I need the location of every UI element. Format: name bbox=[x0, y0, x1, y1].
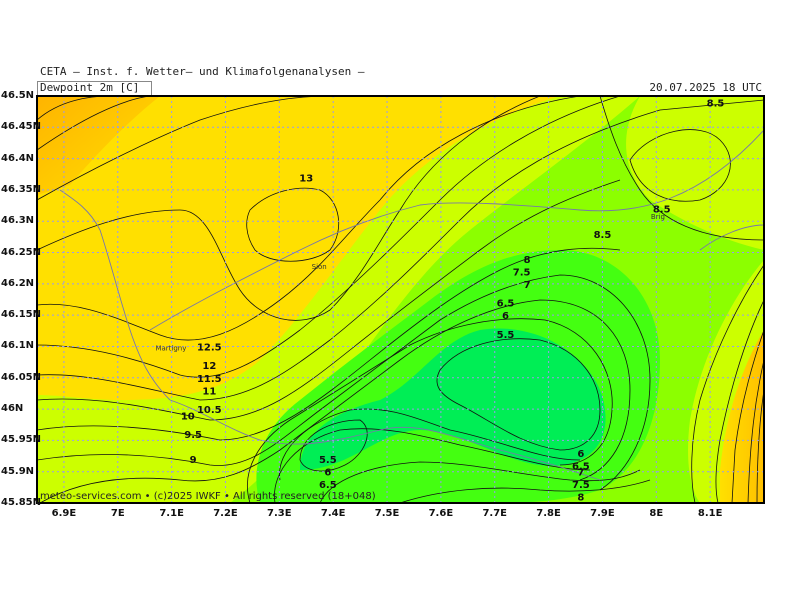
contour-label: 9.5 bbox=[184, 430, 202, 441]
yellow-region bbox=[37, 96, 560, 400]
lon-tick-label: 7.1E bbox=[159, 508, 184, 519]
contour-label: 7.5 bbox=[513, 267, 531, 278]
contour-label: 6 bbox=[324, 468, 331, 479]
contour-lines bbox=[37, 96, 764, 503]
lat-tick-label: 46.2N bbox=[1, 277, 35, 289]
contour-label: 8 bbox=[524, 255, 531, 266]
contour-label: 10.5 bbox=[197, 405, 222, 416]
lat-tick-label: 46.3N bbox=[1, 215, 35, 227]
contour-label: 7 bbox=[577, 468, 584, 479]
lon-tick-label: 7.4E bbox=[320, 508, 346, 519]
grid-lines bbox=[37, 96, 764, 503]
lon-tick-label: 7.2E bbox=[213, 508, 238, 519]
contour-label: 13 bbox=[299, 173, 313, 184]
lat-tick-label: 46.25N bbox=[1, 246, 41, 258]
lon-tick-label: 8.1E bbox=[697, 508, 723, 519]
field-label-box bbox=[37, 81, 152, 95]
contour-label: 6.5 bbox=[572, 461, 590, 472]
green-center bbox=[300, 328, 606, 470]
contour-label: 10 bbox=[181, 411, 195, 422]
lon-tick-label: 7.3E bbox=[267, 508, 292, 519]
lat-tick-label: 46N bbox=[1, 403, 24, 415]
place-label: Sion bbox=[312, 263, 327, 271]
contour-label: 12.5 bbox=[197, 342, 222, 353]
copyright-footer: meteo-services.com • (c)2025 IWKF • All … bbox=[40, 491, 376, 502]
lat-tick-label: 46.1N bbox=[1, 340, 35, 352]
place-label: Martigny bbox=[155, 344, 186, 352]
lat-tick-label: 45.9N bbox=[1, 465, 35, 477]
lon-tick-label: 7.6E bbox=[428, 508, 454, 519]
contour-label: 6.5 bbox=[319, 480, 337, 491]
contour-label: 7 bbox=[524, 280, 531, 291]
lon-tick-label: 7.5E bbox=[374, 508, 400, 519]
contour-label: 11 bbox=[202, 386, 216, 397]
contour-label: 12 bbox=[202, 361, 216, 372]
lat-tick-label: 46.35N bbox=[1, 183, 41, 195]
lon-tick-label: 7.7E bbox=[482, 508, 508, 519]
lon-tick-label: 7.9E bbox=[590, 508, 615, 519]
contour-label: 8.5 bbox=[653, 205, 671, 216]
se-yellow bbox=[720, 330, 764, 503]
lat-tick-label: 45.85N bbox=[1, 497, 41, 508]
contour-label: 11.5 bbox=[197, 374, 222, 385]
lat-tick-label: 46.05N bbox=[1, 371, 41, 383]
contour-label: 6 bbox=[577, 449, 584, 460]
contour-label: 5.5 bbox=[497, 330, 515, 341]
lat-tick-label: 45.95N bbox=[1, 434, 41, 446]
contour-labels: 1312.51211.51110.5109.598.58.58.587.576.… bbox=[181, 98, 725, 503]
lat-tick-label: 46.4N bbox=[1, 152, 35, 164]
lat-tick-label: 46.45N bbox=[1, 121, 41, 133]
place-label: Brig bbox=[651, 213, 665, 221]
contour-label: 5.5 bbox=[319, 455, 337, 466]
lon-tick-label: 7E bbox=[110, 508, 125, 519]
contour-label: 7.5 bbox=[572, 480, 590, 491]
lat-tick-label: 46.5N bbox=[1, 90, 35, 101]
contour-label: 6 bbox=[502, 311, 509, 322]
lon-tick-label: 7.8E bbox=[536, 508, 561, 519]
field-fill bbox=[37, 96, 764, 503]
place-names: Sion Martigny Brig bbox=[155, 213, 665, 352]
contour-label: 6.5 bbox=[497, 299, 515, 310]
contour-label: 8 bbox=[577, 493, 584, 504]
field-label: Dewpoint 2m [C] bbox=[40, 81, 140, 94]
borders bbox=[59, 129, 764, 481]
contour-label: 9 bbox=[190, 455, 197, 466]
valid-time: 20.07.2025 18 UTC bbox=[649, 81, 762, 94]
lon-tick-label: 8E bbox=[649, 508, 664, 519]
contour-label: 8.5 bbox=[594, 230, 612, 241]
lat-tick-label: 46.15N bbox=[1, 309, 41, 321]
lon-tick-label: 6.9E bbox=[51, 508, 77, 519]
orange-corner bbox=[37, 96, 160, 195]
chart-title: CETA — Inst. f. Wetter— und Klimafolgena… bbox=[40, 65, 365, 78]
ne-lime bbox=[626, 96, 764, 250]
contour-label: 8.5 bbox=[707, 98, 725, 109]
